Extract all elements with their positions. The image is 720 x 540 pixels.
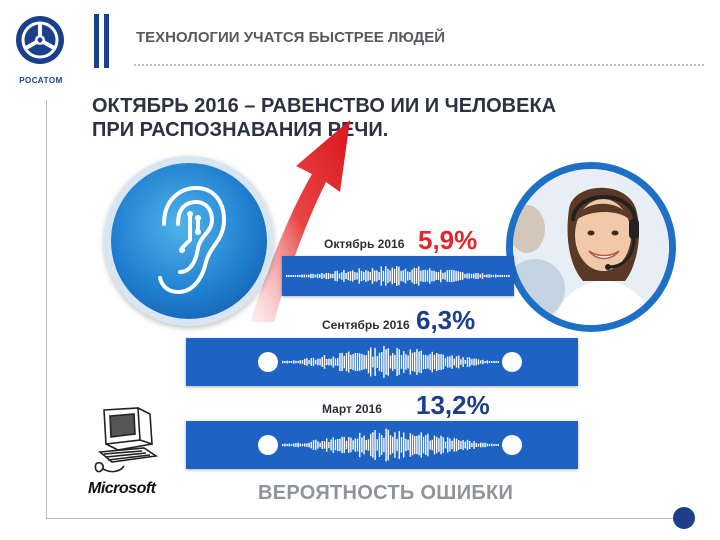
header-bars-icon xyxy=(94,14,109,68)
row-2-value: 6,3% xyxy=(416,305,476,335)
red-arrow-icon xyxy=(250,120,350,322)
frame-left-line xyxy=(46,100,47,518)
row-3-label: Март 2016 xyxy=(322,402,382,416)
microsoft-logo: Microsoft xyxy=(88,480,156,497)
headline: ОКТЯБРЬ 2016 – РАВЕНСТВО ИИ И ЧЕЛОВЕКА П… xyxy=(92,94,652,142)
row-1-label: Октябрь 2016 xyxy=(324,237,405,251)
old-computer-icon xyxy=(94,407,158,473)
header-title: ТЕХНОЛОГИИ УЧАТСЯ БЫСТРЕЕ ЛЮДЕЙ xyxy=(136,29,445,46)
caption: ВЕРОЯТНОСТЬ ОШИБКИ xyxy=(258,482,514,504)
ear-icon xyxy=(158,186,226,294)
headline-line-2: ПРИ РАСПОЗНАВАНИЯ РЕЧИ. xyxy=(92,119,389,141)
row-3-waveform xyxy=(186,421,578,469)
operator-headset-icon xyxy=(513,169,669,325)
rosatom-logo-icon xyxy=(16,16,64,64)
corner-dot xyxy=(673,507,695,529)
row-1-value: 5,9% xyxy=(418,225,478,255)
frame-bottom-line xyxy=(46,518,678,519)
row-2-waveform xyxy=(186,338,578,386)
row-2-label: Сентябрь 2016 xyxy=(322,318,410,332)
headline-line-1: ОКТЯБРЬ 2016 – РАВЕНСТВО ИИ И ЧЕЛОВЕКА xyxy=(92,95,557,117)
ear-circle xyxy=(104,156,274,326)
operator-photo xyxy=(506,162,676,332)
row-3-value: 13,2% xyxy=(416,390,490,420)
row-1-waveform xyxy=(282,256,514,296)
header-divider xyxy=(134,64,704,66)
brand-name: РОСАТОМ xyxy=(19,76,63,85)
